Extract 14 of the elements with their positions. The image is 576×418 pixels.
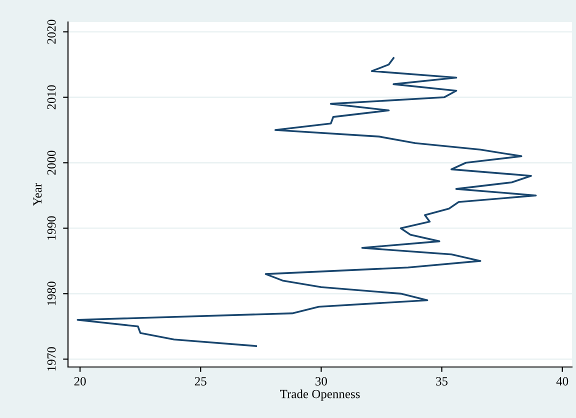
x-tick-label: 35 <box>436 377 448 386</box>
x-tick-label: 25 <box>194 377 206 386</box>
y-tick-label: 1970 <box>47 347 56 371</box>
x-axis-title: Trade Openness <box>280 389 360 401</box>
y-tick-label: 1980 <box>47 282 56 306</box>
line-series <box>76 57 537 347</box>
x-tick-label: 30 <box>316 377 327 386</box>
y-tick-label: 2000 <box>47 150 56 175</box>
x-tick-label: 20 <box>74 377 86 386</box>
y-tick-label: 1990 <box>47 216 56 240</box>
y-tick-label: 2010 <box>47 85 56 110</box>
y-tick-label: 2020 <box>47 20 56 44</box>
x-tick-label: 40 <box>556 377 568 386</box>
y-axis-title: Year <box>33 183 42 206</box>
